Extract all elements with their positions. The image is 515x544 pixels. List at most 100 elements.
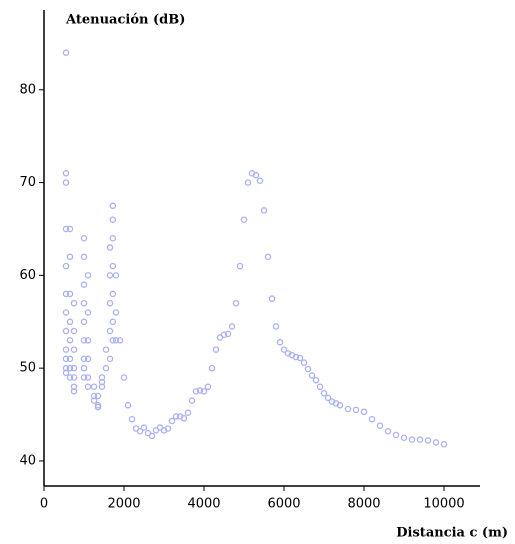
point bbox=[360, 408, 368, 416]
point bbox=[106, 355, 114, 363]
point bbox=[84, 309, 92, 316]
point bbox=[304, 365, 312, 373]
x-tick-label: 6000 bbox=[267, 497, 300, 512]
point bbox=[432, 439, 440, 446]
point bbox=[308, 372, 316, 379]
point bbox=[236, 262, 244, 270]
y-tick-label: 80 bbox=[19, 82, 36, 97]
point bbox=[70, 388, 78, 395]
point bbox=[164, 425, 172, 432]
point bbox=[172, 413, 180, 420]
point bbox=[66, 364, 74, 372]
point bbox=[168, 417, 176, 425]
point bbox=[80, 299, 88, 307]
point bbox=[208, 364, 216, 372]
point bbox=[80, 281, 88, 288]
point bbox=[80, 235, 88, 242]
point bbox=[94, 403, 102, 411]
point bbox=[228, 323, 236, 330]
point bbox=[120, 374, 128, 381]
point bbox=[376, 422, 384, 429]
point bbox=[272, 323, 280, 330]
point bbox=[106, 272, 114, 279]
point bbox=[109, 235, 117, 242]
point bbox=[232, 299, 240, 307]
point bbox=[62, 309, 70, 316]
point bbox=[244, 179, 252, 186]
point bbox=[324, 394, 332, 402]
point bbox=[109, 337, 117, 344]
point bbox=[224, 330, 232, 338]
point bbox=[90, 397, 98, 404]
point bbox=[276, 338, 284, 346]
x-tick-label: 10000 bbox=[423, 497, 464, 512]
point bbox=[66, 318, 74, 326]
x-tick-label: 0 bbox=[40, 497, 48, 512]
point bbox=[204, 383, 212, 390]
point bbox=[70, 299, 78, 307]
point bbox=[62, 290, 70, 298]
point bbox=[106, 244, 114, 251]
point bbox=[66, 225, 74, 233]
point bbox=[66, 290, 74, 298]
point bbox=[62, 327, 70, 335]
point bbox=[80, 364, 88, 372]
x-tick-label: 4000 bbox=[187, 497, 220, 512]
point bbox=[109, 262, 117, 270]
point bbox=[136, 428, 144, 435]
point bbox=[112, 272, 120, 279]
point bbox=[66, 374, 74, 381]
point bbox=[116, 337, 124, 344]
point bbox=[109, 318, 117, 326]
point bbox=[109, 216, 117, 223]
point bbox=[62, 179, 70, 186]
point bbox=[84, 383, 92, 390]
point bbox=[392, 431, 400, 439]
point bbox=[220, 331, 228, 339]
point bbox=[80, 355, 88, 363]
point bbox=[66, 253, 74, 261]
point bbox=[320, 389, 328, 397]
y-tick-label: 60 bbox=[19, 268, 36, 283]
point bbox=[368, 415, 376, 423]
point bbox=[66, 337, 74, 344]
point bbox=[416, 436, 424, 443]
point bbox=[140, 424, 148, 431]
point bbox=[109, 290, 117, 298]
point bbox=[112, 337, 120, 344]
point bbox=[344, 405, 352, 413]
point bbox=[62, 355, 70, 363]
point bbox=[62, 225, 70, 233]
point bbox=[196, 387, 204, 394]
point bbox=[62, 369, 70, 377]
point bbox=[400, 434, 408, 442]
x-axis-title: Distancia c (m) bbox=[396, 526, 508, 541]
x-tick-label: 8000 bbox=[347, 497, 380, 512]
point bbox=[192, 388, 200, 395]
point bbox=[102, 364, 110, 372]
point bbox=[188, 397, 196, 404]
point bbox=[200, 388, 208, 395]
point bbox=[98, 378, 106, 386]
point bbox=[184, 409, 192, 416]
point bbox=[66, 355, 74, 363]
point bbox=[80, 374, 88, 381]
point bbox=[112, 309, 120, 316]
point bbox=[300, 359, 308, 366]
point bbox=[408, 436, 416, 443]
point bbox=[106, 327, 114, 335]
point bbox=[256, 177, 264, 184]
point bbox=[62, 49, 70, 56]
y-tick-label: 40 bbox=[19, 453, 36, 468]
y-tick-label: 70 bbox=[19, 175, 36, 190]
point bbox=[62, 170, 70, 177]
point bbox=[352, 406, 360, 414]
point bbox=[106, 299, 114, 307]
point bbox=[70, 327, 78, 335]
x-tick-label: 2000 bbox=[107, 497, 140, 512]
point bbox=[62, 346, 70, 353]
point bbox=[70, 374, 78, 381]
point bbox=[80, 337, 88, 344]
point bbox=[312, 376, 320, 384]
